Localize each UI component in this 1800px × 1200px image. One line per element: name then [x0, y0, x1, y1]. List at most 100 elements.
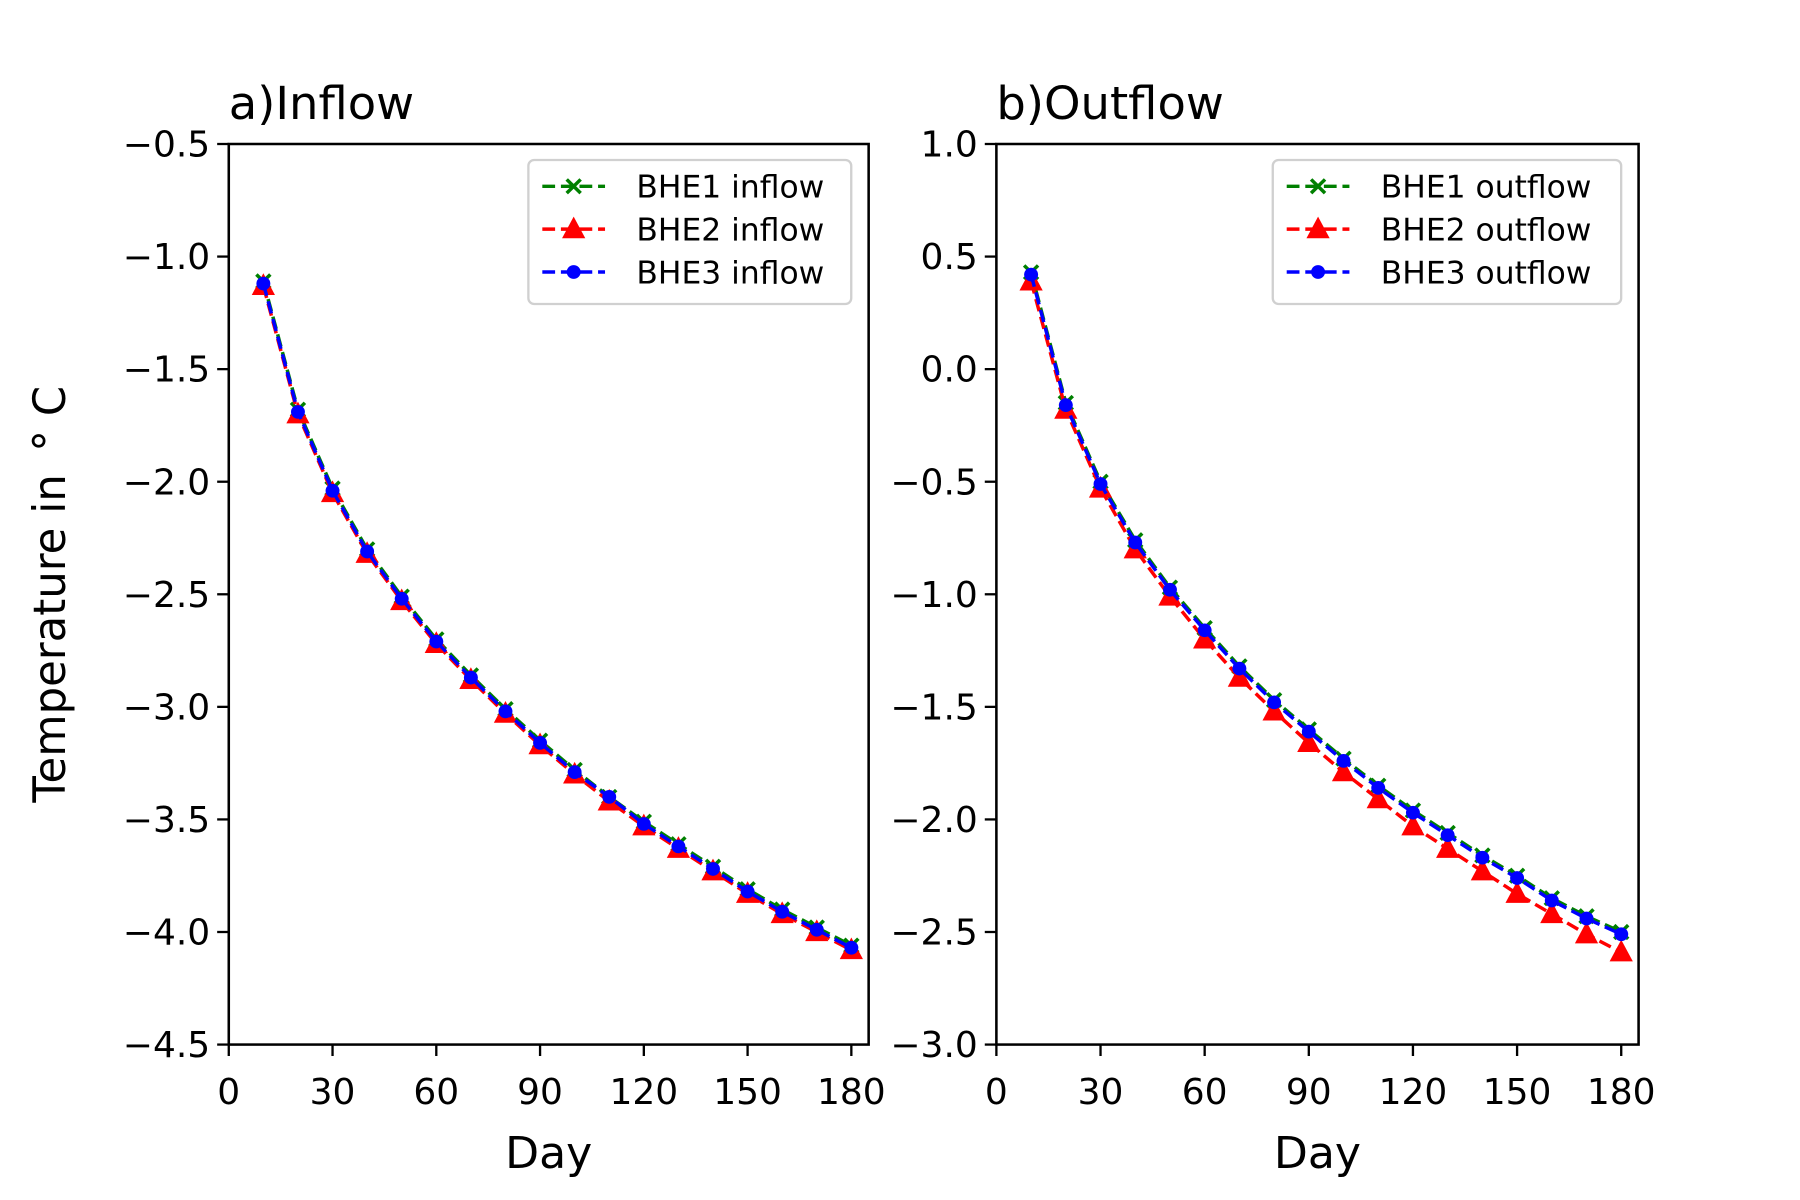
data-point: [325, 483, 340, 498]
data-point: [463, 670, 478, 685]
data-point: [1093, 477, 1108, 491]
data-point: [1024, 267, 1039, 282]
legend-marker: [566, 265, 581, 279]
series-bhe2-outflow: [1019, 268, 1633, 962]
data-point: [1609, 939, 1633, 962]
data-point: [533, 736, 548, 750]
legend-marker: [562, 216, 586, 239]
x-tick-label: 0: [985, 1072, 1008, 1113]
data-point: [1505, 881, 1529, 903]
data-point: [1475, 850, 1490, 865]
y-axis-label: Temperature in ° C: [25, 386, 76, 804]
panel-title: a)Inflow: [229, 76, 414, 130]
data-point: [567, 765, 582, 780]
data-point: [394, 591, 409, 606]
data-point: [1366, 786, 1390, 809]
legend-box: [1271, 158, 1623, 306]
data-point: [809, 922, 824, 937]
data-point: [1232, 661, 1247, 676]
x-tick-label: 180: [1587, 1072, 1656, 1113]
data-point: [1197, 623, 1212, 638]
data-point: [1193, 626, 1217, 649]
series-bhe1-inflow: [255, 273, 860, 954]
x-tick-label: 120: [1379, 1072, 1448, 1113]
data-point: [1058, 398, 1073, 413]
legend-label: BHE1 inflow: [636, 170, 824, 206]
data-point: [290, 405, 305, 419]
series-line: [261, 283, 853, 950]
data-point: [1331, 759, 1356, 782]
data-point: [1262, 698, 1286, 721]
data-point: [1267, 695, 1282, 710]
data-point: [1301, 724, 1316, 739]
data-point: [1436, 836, 1460, 858]
x-axis-label: Day: [505, 1128, 592, 1179]
data-point: [1128, 535, 1143, 550]
data-point: [671, 839, 686, 854]
legend: BHE1 outflow BHE2 outflow BHE3 outflow: [1271, 158, 1623, 306]
y-tick-label: −2.5: [123, 575, 210, 616]
panel-title: b)Outflow: [996, 76, 1223, 130]
y-tick-label: −3.0: [123, 688, 210, 729]
y-tick-label: −0.5: [123, 125, 210, 166]
data-point: [360, 544, 375, 559]
series-line: [261, 280, 853, 948]
legend-label: BHE2 outflow: [1381, 213, 1592, 249]
x-tick-label: 60: [1182, 1072, 1228, 1113]
data-point: [1336, 754, 1351, 768]
data-point: [602, 790, 617, 804]
data-point: [1614, 927, 1629, 942]
y-tick-label: −3.5: [123, 800, 210, 841]
plot-area: [251, 273, 863, 960]
legend-marker: [1306, 216, 1330, 239]
data-point: [1401, 813, 1425, 836]
series-bhe3-inflow: [256, 276, 859, 955]
y-tick-label: −4.5: [123, 1025, 210, 1066]
data-point: [1405, 805, 1420, 820]
y-tick-label: −4.0: [123, 913, 210, 954]
series-bhe2-inflow: [251, 273, 863, 960]
legend-label: BHE2 inflow: [636, 213, 824, 249]
legend-label: BHE1 outflow: [1381, 170, 1592, 206]
legend-label: BHE3 outflow: [1381, 256, 1592, 292]
legend-marker: [1309, 178, 1327, 195]
y-tick-label: −0.5: [890, 463, 977, 504]
series-line: [1029, 271, 1622, 934]
x-tick-label: 30: [310, 1072, 356, 1113]
data-point: [1162, 582, 1177, 597]
y-tick-label: 1.0: [921, 125, 978, 166]
data-point: [1579, 911, 1594, 926]
series-bhe3-outflow: [1024, 267, 1629, 942]
x-tick-label: 90: [1286, 1072, 1332, 1113]
legend-label: BHE3 inflow: [636, 256, 824, 292]
data-point: [1510, 871, 1525, 885]
series-line: [1029, 274, 1622, 936]
data-point: [1470, 858, 1494, 881]
x-tick-label: 0: [217, 1072, 240, 1113]
x-tick-label: 60: [413, 1072, 459, 1113]
data-point: [1544, 893, 1559, 908]
x-tick-label: 150: [713, 1072, 782, 1113]
data-point: [775, 904, 790, 919]
y-tick-label: 0.0: [921, 350, 978, 391]
panel-outflow: b)Outflow Day 0 30 60 90 120 150 180 1.0 0.5 0.0 −0.…: [890, 76, 1655, 1179]
legend-marker: [1311, 265, 1326, 279]
data-point: [1574, 921, 1599, 944]
y-tick-label: −1.5: [890, 688, 977, 729]
data-point: [498, 704, 513, 719]
axes-frame: [227, 142, 870, 1046]
data-point: [429, 634, 444, 649]
data-point: [256, 276, 271, 291]
x-tick-label: 30: [1078, 1072, 1124, 1113]
data-point: [636, 817, 651, 831]
y-tick-label: 0.5: [921, 237, 978, 278]
data-point: [1227, 665, 1251, 687]
data-point: [740, 884, 755, 899]
x-tick-label: 120: [609, 1072, 678, 1113]
data-point: [1440, 828, 1455, 843]
y-tick-label: −2.5: [890, 913, 977, 954]
x-tick-label: 180: [817, 1072, 886, 1113]
x-tick-label: 150: [1483, 1072, 1552, 1113]
data-point: [1540, 901, 1564, 924]
